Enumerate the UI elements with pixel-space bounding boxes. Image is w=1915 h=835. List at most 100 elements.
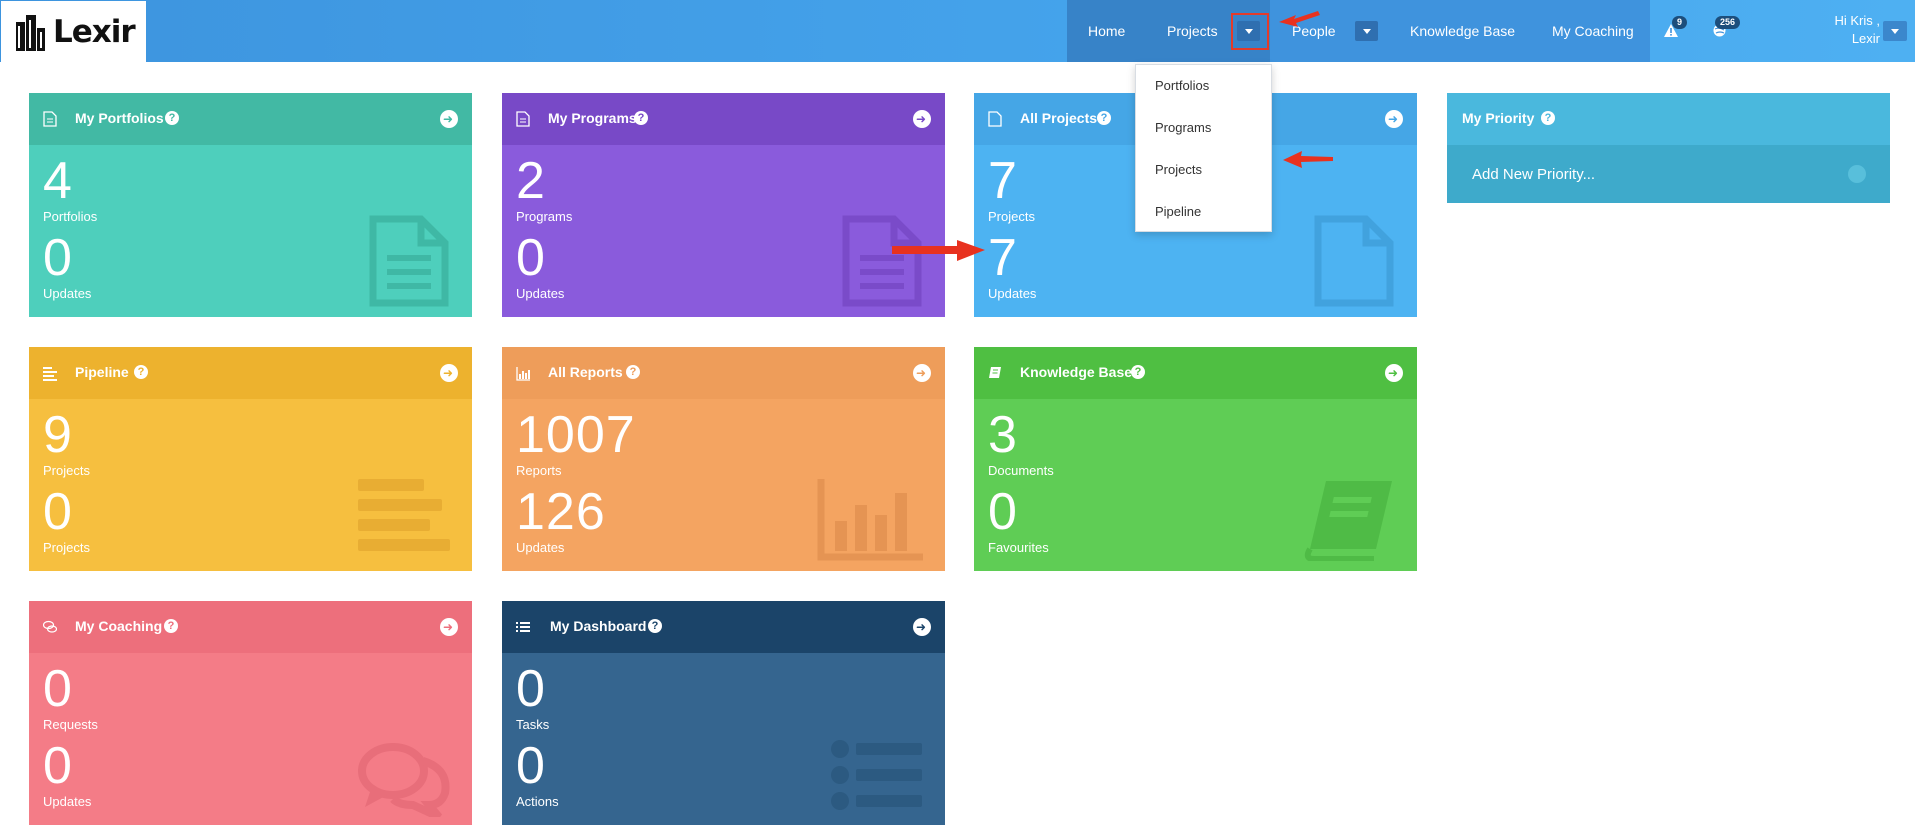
tile-body[interactable]: 4 Portfolios 0 Updates [29, 145, 472, 317]
tile-my-coaching: My Coaching ? 0 Requests 0 Updates [29, 601, 472, 825]
nav-home[interactable]: Home [1088, 23, 1126, 39]
document-watermark-icon [842, 215, 922, 307]
tile-knowledge-base: Knowledge Base ? 3 Documents 0 Favourite… [974, 347, 1417, 571]
nav-people[interactable]: People [1292, 23, 1336, 39]
tile-header: All Reports ? [502, 347, 945, 399]
brand-name: Lexir [53, 13, 136, 50]
notifications-count-badge: 256 [1715, 16, 1741, 29]
pipeline-projects-count: 9 [43, 406, 73, 464]
brand-logo[interactable]: Lexir [1, 1, 146, 62]
bar-chart-icon [516, 367, 530, 381]
buildings-logo-icon [16, 14, 45, 51]
file-watermark-icon [1314, 215, 1394, 307]
updates-label: Updates [988, 286, 1037, 301]
tile-body[interactable]: 9 Projects 0 Projects [29, 399, 472, 571]
favourites-count: 0 [988, 483, 1018, 541]
tile-title: My Programs [548, 110, 637, 126]
updates-count: 0 [43, 737, 73, 795]
people-dropdown-toggle[interactable] [1355, 21, 1378, 41]
tile-body[interactable]: 0 Tasks 0 Actions [502, 653, 945, 825]
open-arrow-icon[interactable] [913, 364, 931, 382]
tile-title: My Dashboard [550, 618, 647, 634]
open-arrow-icon[interactable] [440, 618, 458, 636]
help-icon[interactable]: ? [634, 111, 648, 125]
documents-label: Documents [988, 463, 1054, 478]
tile-my-programs: My Programs ? 2 Programs 0 Updates [502, 93, 945, 317]
actions-count: 0 [516, 737, 546, 795]
tile-header: My Coaching ? [29, 601, 472, 653]
tile-title: My Coaching [75, 618, 163, 634]
open-arrow-icon[interactable] [1385, 364, 1403, 382]
tasks-count: 0 [516, 660, 546, 718]
dropdown-item-projects[interactable]: Projects [1155, 162, 1202, 177]
open-arrow-icon[interactable] [440, 110, 458, 128]
document-icon [516, 111, 530, 127]
tasks-label: Tasks [516, 717, 550, 732]
dropdown-item-pipeline[interactable]: Pipeline [1155, 204, 1202, 219]
list-icon [516, 622, 530, 632]
projects-dropdown-menu: Portfolios Programs Projects Pipeline [1135, 64, 1272, 232]
programs-count: 2 [516, 152, 546, 210]
alerts-button[interactable]: 9 [1664, 16, 1700, 46]
help-icon[interactable]: ? [626, 365, 640, 379]
tile-header: My Portfolios ? [29, 93, 472, 145]
tile-body[interactable]: 3 Documents 0 Favourites [974, 399, 1417, 571]
user-menu-toggle[interactable] [1883, 21, 1907, 41]
pipeline-projects-label: Projects [43, 463, 90, 478]
tile-header: My Programs ? [502, 93, 945, 145]
actions-label: Actions [516, 794, 559, 809]
user-name: Lexir [1851, 31, 1880, 46]
tile-body[interactable]: 0 Requests 0 Updates [29, 653, 472, 825]
tile-header: Knowledge Base ? [974, 347, 1417, 399]
nav-my-coaching[interactable]: My Coaching [1552, 23, 1634, 39]
book-watermark-icon [1304, 481, 1392, 561]
pipeline-second-count: 0 [43, 483, 73, 541]
document-watermark-icon [369, 215, 449, 307]
help-icon[interactable]: ? [1131, 365, 1145, 379]
tile-pipeline: Pipeline ? 9 Projects 0 Projects [29, 347, 472, 571]
open-arrow-icon[interactable] [913, 110, 931, 128]
nav-projects[interactable]: Projects [1167, 23, 1218, 39]
tile-title: Knowledge Base [1020, 364, 1133, 380]
tile-header: My Priority ? [1447, 93, 1890, 145]
open-arrow-icon[interactable] [913, 618, 931, 636]
tile-my-portfolios: My Portfolios ? 4 Portfolios 0 Updates [29, 93, 472, 317]
help-icon[interactable]: ? [165, 111, 179, 125]
open-arrow-icon[interactable] [1385, 110, 1403, 128]
projects-count: 7 [988, 152, 1018, 210]
help-icon[interactable]: ? [1541, 111, 1555, 125]
updates-label: Updates [516, 540, 565, 555]
nav-knowledge-base[interactable]: Knowledge Base [1410, 23, 1516, 39]
reports-count: 1007 [516, 406, 636, 464]
tile-body[interactable]: 2 Programs 0 Updates [502, 145, 945, 317]
warning-icon [1664, 24, 1678, 37]
tile-title: My Priority [1462, 110, 1535, 126]
reports-label: Reports [516, 463, 562, 478]
portfolios-label: Portfolios [43, 209, 98, 224]
updates-label: Updates [43, 794, 92, 809]
user-greeting[interactable]: Hi Kris , Lexir [1800, 12, 1881, 48]
updates-count: 126 [516, 483, 606, 541]
add-priority-icon[interactable] [1848, 165, 1866, 183]
help-icon[interactable]: ? [164, 619, 178, 633]
tile-title: All Reports [548, 364, 623, 380]
help-icon[interactable]: ? [648, 619, 662, 633]
open-arrow-icon[interactable] [440, 364, 458, 382]
help-icon[interactable]: ? [1097, 111, 1111, 125]
tile-body[interactable]: 1007 Reports 126 Updates [502, 399, 945, 571]
projects-dropdown-toggle[interactable] [1237, 21, 1260, 41]
updates-label: Updates [43, 286, 92, 301]
tile-my-priority: My Priority ? Add New Priority... [1447, 93, 1890, 203]
help-icon[interactable]: ? [134, 365, 148, 379]
top-navbar: Lexir Home Projects People Knowledge Bas… [0, 0, 1915, 62]
documents-count: 3 [988, 406, 1018, 464]
dropdown-item-programs[interactable]: Programs [1155, 120, 1212, 135]
pipeline-second-label: Projects [43, 540, 90, 555]
favourites-label: Favourites [988, 540, 1049, 555]
notifications-button[interactable]: 256 [1710, 16, 1746, 46]
tile-my-dashboard: My Dashboard ? 0 Tasks 0 Actions [502, 601, 945, 825]
tile-title: All Projects [1020, 110, 1098, 126]
tile-body: Add New Priority... [1447, 145, 1890, 203]
dropdown-item-portfolios[interactable]: Portfolios [1155, 78, 1210, 93]
add-new-priority-link[interactable]: Add New Priority... [1472, 166, 1596, 183]
